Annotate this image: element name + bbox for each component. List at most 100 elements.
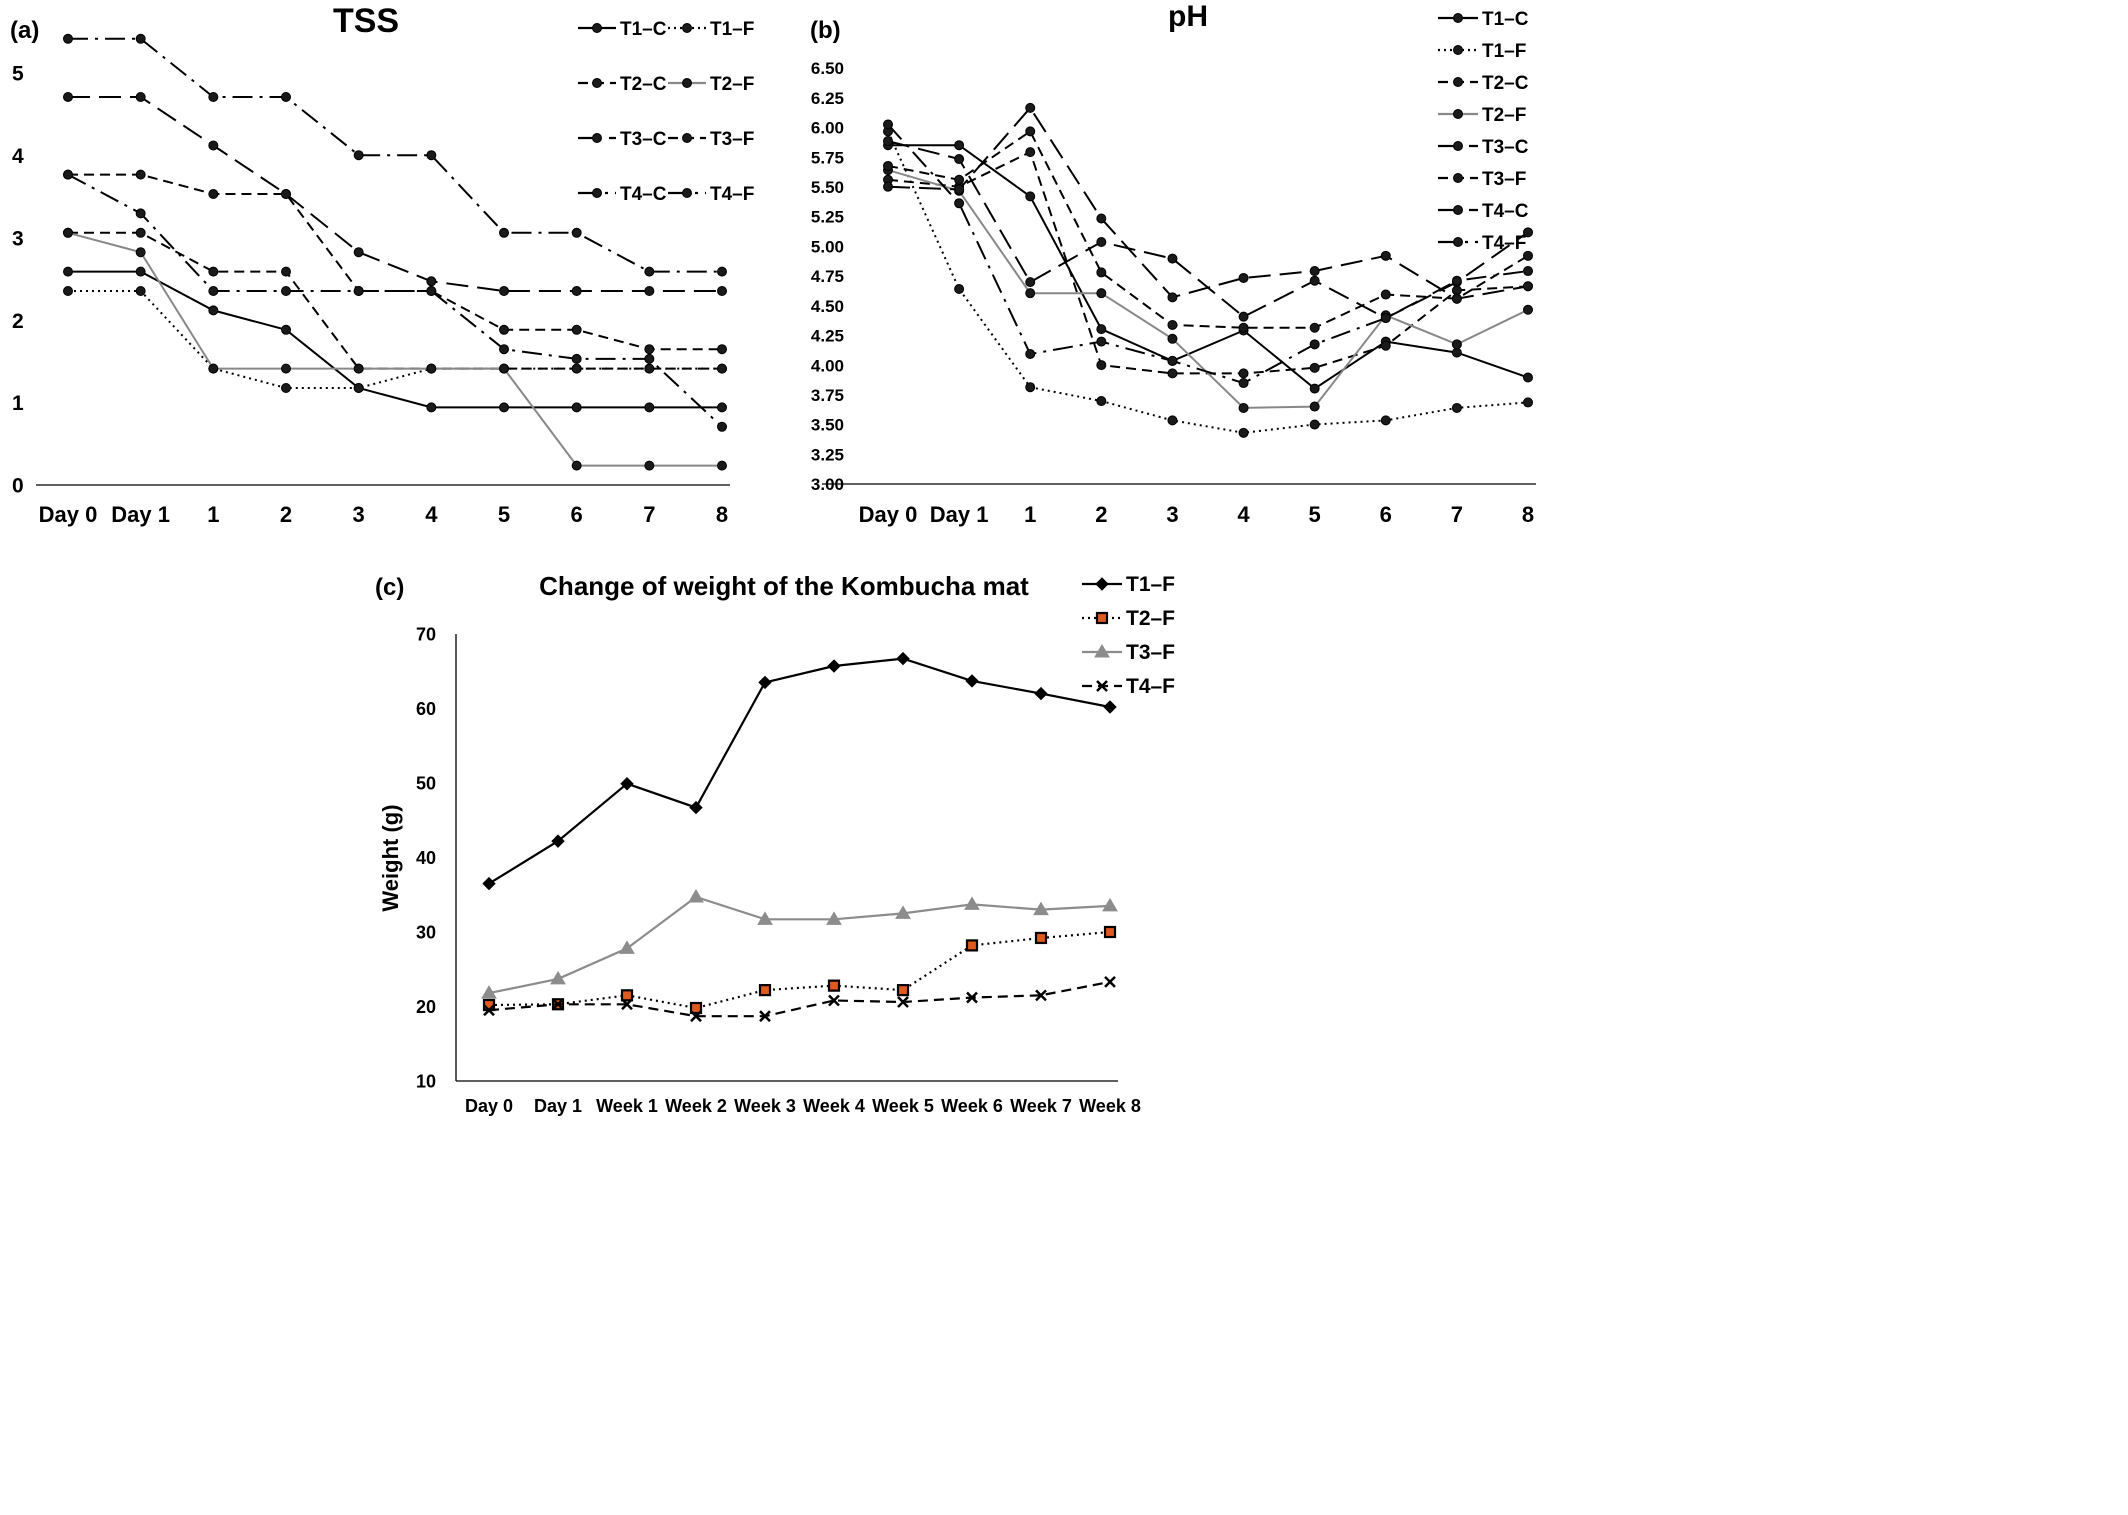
data-point bbox=[954, 284, 965, 295]
panel-label: (c) bbox=[375, 574, 404, 601]
data-point bbox=[208, 305, 219, 316]
legend-label: T2–F bbox=[710, 74, 754, 95]
legend-label: T3–F bbox=[1126, 641, 1175, 664]
data-point bbox=[644, 363, 655, 374]
legend-marker bbox=[1453, 45, 1463, 55]
data-point bbox=[499, 286, 509, 296]
data-point bbox=[571, 460, 582, 471]
x-tick-label: Week 3 bbox=[734, 1096, 796, 1116]
data-point bbox=[644, 460, 655, 471]
y-tick-label: 4.25 bbox=[811, 327, 844, 346]
series-line bbox=[888, 144, 1529, 390]
x-tick-label: Week 6 bbox=[941, 1096, 1003, 1116]
x-tick-label: 2 bbox=[1095, 502, 1107, 527]
data-point bbox=[1523, 250, 1533, 261]
legend-label: T2–C bbox=[1482, 73, 1529, 94]
data-point bbox=[1103, 700, 1117, 714]
data-point bbox=[690, 1010, 702, 1023]
legend-marker bbox=[682, 133, 692, 143]
data-point bbox=[1025, 288, 1036, 299]
data-point bbox=[1167, 292, 1178, 303]
legend-label: T3–C bbox=[620, 129, 667, 150]
legend-label: T4–C bbox=[620, 184, 667, 205]
y-tick-label: 3.50 bbox=[811, 416, 844, 435]
data-point bbox=[499, 363, 509, 374]
x-tick-label: Week 5 bbox=[872, 1096, 934, 1116]
series-T1–F bbox=[63, 286, 727, 393]
data-point bbox=[1238, 402, 1249, 413]
chart-title: Change of weight of the Kombucha mat bbox=[539, 571, 1029, 601]
x-tick-label: Day 0 bbox=[859, 502, 918, 527]
legend-marker bbox=[1094, 644, 1110, 658]
series-T1–C bbox=[883, 140, 1533, 394]
y-tick-label: 5.00 bbox=[811, 237, 844, 256]
data-point bbox=[135, 33, 146, 44]
data-point bbox=[135, 169, 146, 180]
series-T4–F bbox=[63, 169, 727, 432]
data-point bbox=[1034, 686, 1048, 701]
data-point bbox=[965, 939, 979, 952]
data-point bbox=[1309, 339, 1320, 350]
legend-marker bbox=[1453, 109, 1463, 119]
data-point bbox=[954, 174, 965, 185]
data-point bbox=[208, 286, 219, 296]
data-point bbox=[483, 1004, 495, 1017]
data-point bbox=[550, 970, 566, 985]
data-point bbox=[353, 247, 364, 258]
y-tick-label: 3 bbox=[12, 227, 24, 250]
data-point bbox=[883, 119, 893, 130]
x-tick-label: 4 bbox=[425, 502, 438, 527]
data-point bbox=[281, 189, 291, 199]
legend-label: T4–F bbox=[710, 184, 754, 205]
data-point bbox=[954, 198, 965, 209]
x-tick-label: 8 bbox=[1522, 502, 1534, 527]
series-T4–C bbox=[63, 33, 727, 277]
y-tick-label: 1 bbox=[12, 392, 24, 415]
data-point bbox=[1238, 378, 1249, 389]
data-point bbox=[482, 876, 496, 891]
chart-title: TSS bbox=[333, 2, 399, 40]
legend-label: T1–F bbox=[710, 19, 754, 40]
data-point bbox=[954, 154, 965, 165]
x-tick-label: 1 bbox=[1024, 502, 1036, 527]
data-point bbox=[571, 363, 582, 374]
data-point bbox=[1380, 340, 1391, 351]
x-tick-label: 1 bbox=[207, 502, 219, 527]
data-point bbox=[63, 92, 73, 102]
data-point bbox=[571, 402, 582, 413]
series-T3–F bbox=[481, 888, 1118, 999]
data-point bbox=[620, 989, 634, 1002]
data-point bbox=[1523, 227, 1533, 238]
data-point bbox=[1025, 382, 1036, 393]
data-point bbox=[1380, 313, 1391, 324]
x-tick-label: 4 bbox=[1237, 502, 1250, 527]
data-point bbox=[757, 911, 773, 925]
data-point bbox=[571, 286, 582, 296]
data-point bbox=[1238, 427, 1249, 438]
data-point bbox=[281, 286, 291, 296]
y-tick-label: 5 bbox=[12, 63, 24, 86]
series-line bbox=[488, 930, 1111, 1010]
data-point bbox=[571, 353, 582, 364]
data-point bbox=[1025, 126, 1036, 137]
data-point bbox=[208, 363, 219, 374]
x-tick-label: 8 bbox=[716, 502, 728, 527]
x-tick-label: 7 bbox=[1451, 502, 1463, 527]
x-tick-label: 3 bbox=[1166, 502, 1178, 527]
y-tick-label: 60 bbox=[416, 699, 436, 719]
x-tick-label: 5 bbox=[1309, 502, 1321, 527]
y-tick-label: 5.75 bbox=[811, 148, 844, 167]
data-point bbox=[1238, 272, 1249, 283]
series-line bbox=[68, 290, 722, 389]
y-tick-label: 2 bbox=[12, 310, 24, 333]
x-tick-label: 3 bbox=[353, 502, 365, 527]
y-tick-label: 3.00 bbox=[811, 475, 844, 494]
data-point bbox=[1451, 347, 1462, 358]
data-point bbox=[208, 266, 219, 277]
legend-marker bbox=[1095, 611, 1109, 625]
legend-marker bbox=[1453, 237, 1463, 247]
data-point bbox=[1025, 349, 1036, 360]
data-point bbox=[1167, 355, 1178, 366]
data-point bbox=[1167, 319, 1178, 330]
